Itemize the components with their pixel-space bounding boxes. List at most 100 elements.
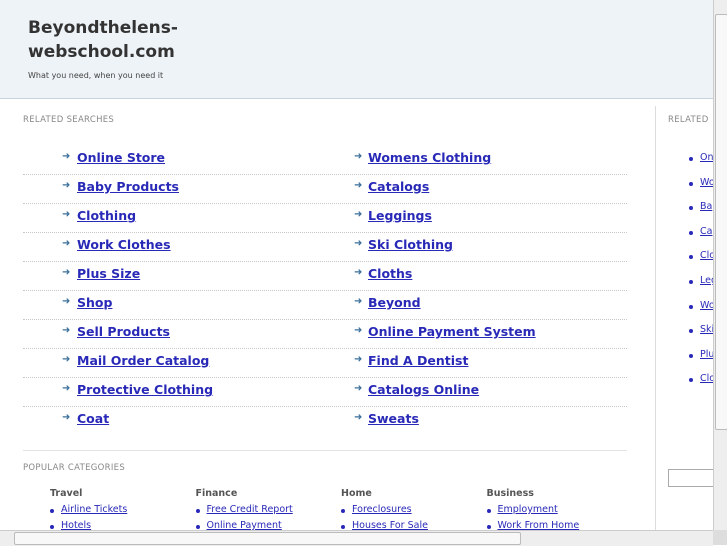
tagline: What you need, when you need it bbox=[28, 71, 164, 80]
row-separator bbox=[23, 261, 627, 262]
row-separator bbox=[23, 232, 627, 233]
row-separator bbox=[23, 377, 627, 378]
sidebar-link[interactable]: Ba bbox=[700, 201, 713, 213]
category-link[interactable]: Houses For Sale bbox=[352, 520, 428, 531]
arrow-icon: ➜ bbox=[62, 151, 71, 162]
category-link[interactable]: Work From Home bbox=[497, 520, 580, 531]
related-link[interactable]: Coat bbox=[77, 411, 110, 426]
search-input[interactable] bbox=[668, 469, 715, 487]
row-separator bbox=[23, 203, 627, 204]
bullet bbox=[689, 181, 693, 186]
bullet bbox=[689, 230, 693, 235]
related-link[interactable]: Protective Clothing bbox=[77, 382, 214, 397]
bullet bbox=[50, 525, 54, 529]
bullet bbox=[195, 509, 200, 513]
related-link[interactable]: Leggings bbox=[368, 208, 432, 223]
row-separator bbox=[23, 319, 627, 320]
related-heading: RELATED SEARCHES bbox=[23, 115, 115, 125]
category-title: Home bbox=[341, 488, 372, 499]
bullet bbox=[689, 378, 693, 383]
related-link[interactable]: Sell Products bbox=[77, 324, 170, 339]
arrow-icon: ➜ bbox=[354, 180, 363, 191]
bullet bbox=[486, 525, 491, 529]
header bbox=[0, 0, 713, 99]
bullet bbox=[689, 353, 693, 358]
site-title: Beyondthelens-webschool.com bbox=[28, 18, 178, 62]
bullet bbox=[689, 304, 693, 309]
arrow-icon: ➜ bbox=[62, 296, 71, 307]
related-link[interactable]: Sweats bbox=[368, 411, 419, 426]
divider bbox=[23, 450, 627, 451]
related-link[interactable]: Catalogs Online bbox=[368, 382, 480, 397]
sidebar-link[interactable]: Leg bbox=[700, 275, 718, 286]
related-link[interactable]: Plus Size bbox=[77, 266, 141, 281]
arrow-icon: ➜ bbox=[62, 412, 71, 423]
related-link[interactable]: Womens Clothing bbox=[368, 150, 492, 165]
bullet bbox=[689, 206, 693, 211]
related-link[interactable]: Mail Order Catalog bbox=[77, 353, 210, 368]
row-separator bbox=[23, 406, 627, 407]
category-title: Travel bbox=[50, 488, 83, 499]
bullet bbox=[689, 329, 693, 334]
arrow-icon: ➜ bbox=[354, 151, 363, 162]
arrow-icon: ➜ bbox=[354, 325, 363, 336]
bullet bbox=[689, 157, 693, 161]
arrow-icon: ➜ bbox=[62, 383, 71, 394]
scroll-corner bbox=[713, 530, 727, 545]
arrow-icon: ➜ bbox=[354, 209, 363, 220]
arrow-icon: ➜ bbox=[354, 267, 363, 278]
sidebar-link[interactable]: On bbox=[700, 152, 714, 163]
related-link[interactable]: Work Clothes bbox=[77, 237, 171, 252]
category-link[interactable]: Hotels bbox=[61, 520, 92, 531]
category-link[interactable]: Online Payment bbox=[206, 520, 282, 531]
related-link[interactable]: Clothing bbox=[77, 208, 137, 223]
sidebar-link[interactable]: Clo bbox=[700, 373, 716, 385]
related-link[interactable]: Baby Products bbox=[77, 179, 179, 194]
bullet bbox=[341, 525, 345, 529]
bullet bbox=[486, 509, 491, 513]
row-separator bbox=[23, 290, 627, 291]
arrow-icon: ➜ bbox=[62, 354, 71, 365]
vertical-scrollbar[interactable] bbox=[713, 0, 727, 530]
sidebar-link[interactable]: Ski bbox=[700, 324, 715, 336]
related-link[interactable]: Cloths bbox=[368, 266, 413, 281]
category-title: Business bbox=[486, 488, 534, 499]
sidebar-heading: RELATED bbox=[668, 115, 709, 125]
arrow-icon: ➜ bbox=[62, 238, 71, 249]
arrow-icon: ➜ bbox=[354, 296, 363, 307]
related-link[interactable]: Ski Clothing bbox=[368, 237, 454, 252]
bullet bbox=[195, 525, 200, 529]
arrow-icon: ➜ bbox=[354, 354, 363, 365]
category-link[interactable]: Foreclosures bbox=[352, 504, 412, 515]
column-divider bbox=[655, 106, 656, 530]
bullet bbox=[341, 509, 345, 513]
popular-heading: POPULAR CATEGORIES bbox=[23, 463, 126, 473]
related-link[interactable]: Find A Dentist bbox=[368, 353, 469, 368]
arrow-icon: ➜ bbox=[62, 209, 71, 220]
related-link[interactable]: Catalogs bbox=[368, 179, 430, 194]
category-link[interactable]: Employment bbox=[497, 504, 558, 515]
horizontal-scrollbar[interactable] bbox=[0, 530, 713, 546]
arrow-icon: ➜ bbox=[62, 180, 71, 191]
sidebar-link[interactable]: Plu bbox=[700, 348, 715, 360]
arrow-icon: ➜ bbox=[354, 383, 363, 394]
sidebar-link[interactable]: Wo bbox=[700, 299, 715, 311]
bullet bbox=[689, 255, 693, 260]
arrow-icon: ➜ bbox=[354, 412, 363, 423]
category-title: Finance bbox=[195, 488, 238, 499]
bullet bbox=[50, 509, 54, 513]
related-link[interactable]: Beyond bbox=[368, 295, 421, 310]
row-separator bbox=[23, 348, 627, 349]
arrow-icon: ➜ bbox=[62, 267, 71, 278]
sidebar-link[interactable]: Clo bbox=[700, 250, 716, 262]
sidebar-link[interactable]: Wo bbox=[700, 176, 715, 188]
category-link[interactable]: Free Credit Report bbox=[206, 504, 293, 515]
sidebar-link[interactable]: Ca bbox=[700, 225, 713, 237]
arrow-icon: ➜ bbox=[354, 238, 363, 249]
related-link[interactable]: Online Store bbox=[77, 150, 166, 165]
bullet bbox=[689, 280, 693, 284]
related-link[interactable]: Shop bbox=[77, 295, 113, 310]
related-link[interactable]: Online Payment System bbox=[368, 324, 536, 339]
category-link[interactable]: Airline Tickets bbox=[61, 504, 128, 515]
